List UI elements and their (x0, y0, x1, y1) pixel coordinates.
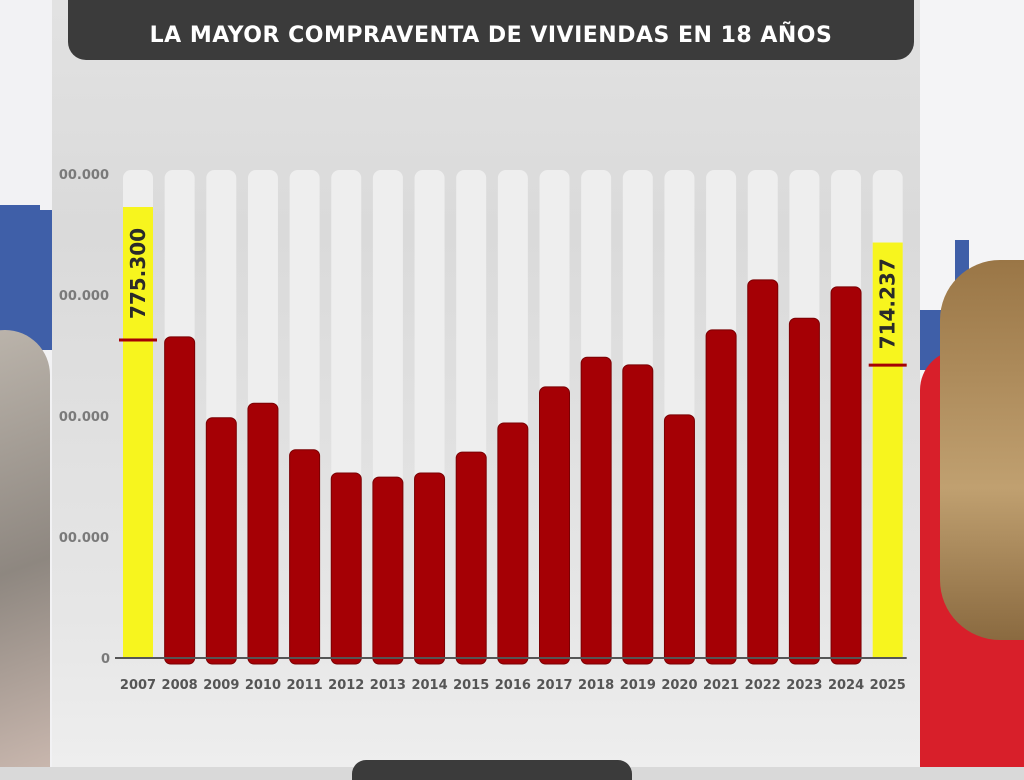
bar-2021 (705, 329, 737, 665)
bar-2014 (414, 472, 446, 665)
studio-wall-cap-left (0, 205, 40, 219)
x-tick-label: 2013 (370, 678, 406, 693)
bars (119, 207, 907, 665)
bar-2010 (247, 402, 279, 665)
bar-2017 (539, 386, 570, 665)
x-tick-label: 2018 (578, 678, 614, 693)
data-label-2025: 714.237 (876, 258, 900, 349)
x-tick-label: 2007 (120, 678, 156, 693)
bar-2020 (663, 414, 695, 665)
data-label-2007: 775.300 (126, 228, 150, 319)
y-tick-label: 00.000 (59, 531, 109, 546)
x-tick-label: 2010 (245, 678, 281, 693)
x-tick-label: 2023 (786, 678, 822, 693)
x-tick-label: 2015 (453, 678, 489, 693)
bar-2022 (747, 279, 779, 665)
title-bar: LA MAYOR COMPRAVENTA DE VIVIENDAS EN 18 … (68, 0, 914, 60)
bar-2019 (622, 364, 654, 665)
x-tick-label: 2022 (745, 678, 781, 693)
x-tick-label: 2025 (870, 678, 906, 693)
studio-wall-left (0, 210, 52, 350)
x-tick-label: 2011 (287, 678, 323, 693)
bar-2008 (164, 336, 196, 665)
chart-title: LA MAYOR COMPRAVENTA DE VIVIENDAS EN 18 … (149, 23, 833, 48)
data-labels: 775.300 714.237 (126, 228, 900, 349)
y-tick-label: 0 (101, 652, 110, 667)
bar-highlight-2007 (123, 207, 153, 658)
bar-2016 (497, 422, 529, 665)
bar-2024 (830, 286, 862, 665)
bar-highlight-2025 (872, 242, 903, 658)
x-tick-label: 2020 (661, 678, 697, 693)
x-tick-label: 2012 (328, 678, 364, 693)
x-tick-label: 2008 (162, 678, 198, 693)
x-tick-label: 2021 (703, 678, 739, 693)
x-tick-label: 2014 (411, 678, 447, 693)
x-tick-label: 2017 (536, 678, 572, 693)
background-photo-right (920, 0, 1024, 767)
x-tick-label: 2009 (203, 678, 239, 693)
y-tick-label: 00.000 (59, 410, 109, 425)
background-photo-left (0, 0, 52, 767)
bar-2023 (788, 317, 820, 665)
presenter-right-hair (940, 260, 1024, 640)
presenter-left (0, 330, 50, 767)
y-tick-label: 00.000 (59, 168, 109, 183)
x-tick-label: 2019 (620, 678, 656, 693)
y-axis: 0 00.000 00.000 00.000 00.000 (59, 168, 110, 667)
y-tick-label: 00.000 (59, 289, 109, 304)
bar-2009 (205, 417, 237, 665)
bar-2018 (580, 356, 612, 665)
bar-2011 (289, 449, 321, 665)
x-axis: 2007 2008 2009 2010 2011 2012 2013 2014 2015 2016… (120, 678, 906, 693)
bar-2013 (372, 476, 404, 665)
bar-2012 (330, 472, 362, 665)
bar-2015 (455, 451, 487, 665)
x-tick-label: 2024 (828, 678, 864, 693)
x-tick-label: 2016 (495, 678, 531, 693)
